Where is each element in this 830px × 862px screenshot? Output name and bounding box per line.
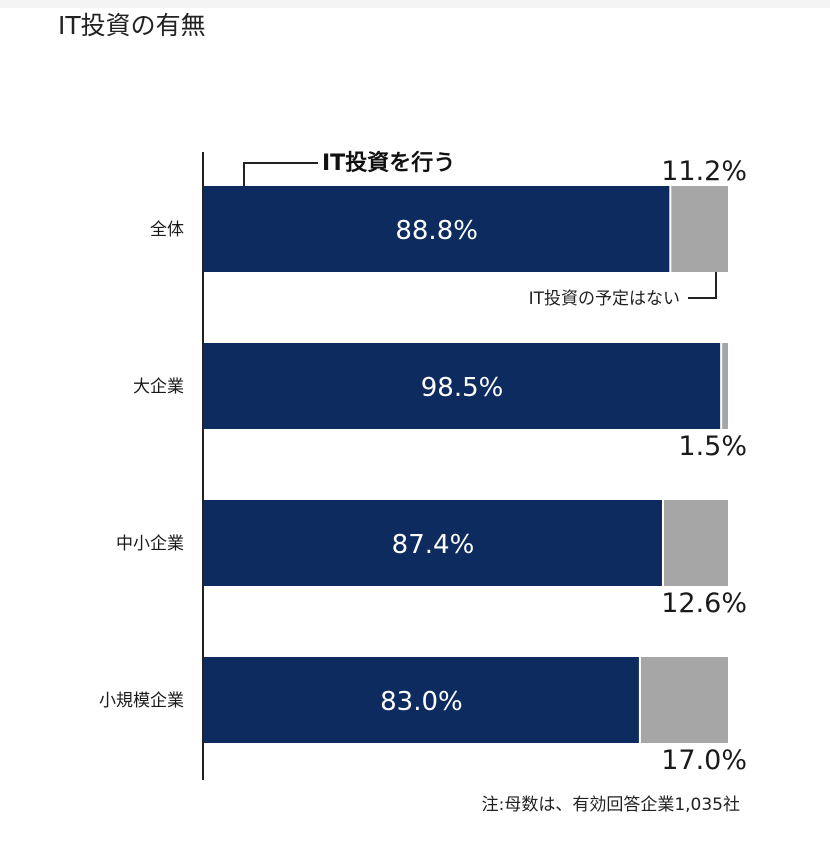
bar-none: [722, 343, 728, 429]
bar-none-value-label: 12.6%: [661, 588, 747, 619]
category-label: 小規模企業: [99, 691, 184, 711]
category-label: 中小企業: [116, 534, 184, 554]
category-label: 全体: [150, 220, 184, 240]
bar-invest-value-label: 83.0%: [380, 687, 463, 717]
legend-none-label: IT投資の予定はない: [529, 289, 680, 309]
legend-invest-label: IT投資を行う: [322, 150, 455, 176]
bar-none-value-label: 17.0%: [661, 745, 747, 776]
bar-invest: [204, 657, 639, 743]
bar-none: [663, 500, 728, 586]
bar-invest-value-label: 98.5%: [421, 373, 504, 403]
note-label: 注:母数は、有効回答企業1,035社: [482, 795, 740, 815]
page-title: IT投資の有無: [58, 11, 206, 40]
legend-none-leader: [688, 272, 717, 299]
category-label: 大企業: [133, 377, 184, 397]
bar-invest-value-label: 87.4%: [392, 530, 475, 560]
bar-none-value-label: 11.2%: [661, 156, 747, 187]
bar-invest-value-label: 88.8%: [395, 216, 478, 246]
bar-none: [671, 186, 728, 272]
top-strip: [0, 0, 830, 8]
bar-none: [640, 657, 728, 743]
legend-invest-leader: [243, 162, 318, 186]
bar-invest: [204, 500, 662, 586]
bar-none-value-label: 1.5%: [678, 431, 747, 462]
bar-invest: [204, 343, 721, 429]
bar-invest: [204, 186, 670, 272]
